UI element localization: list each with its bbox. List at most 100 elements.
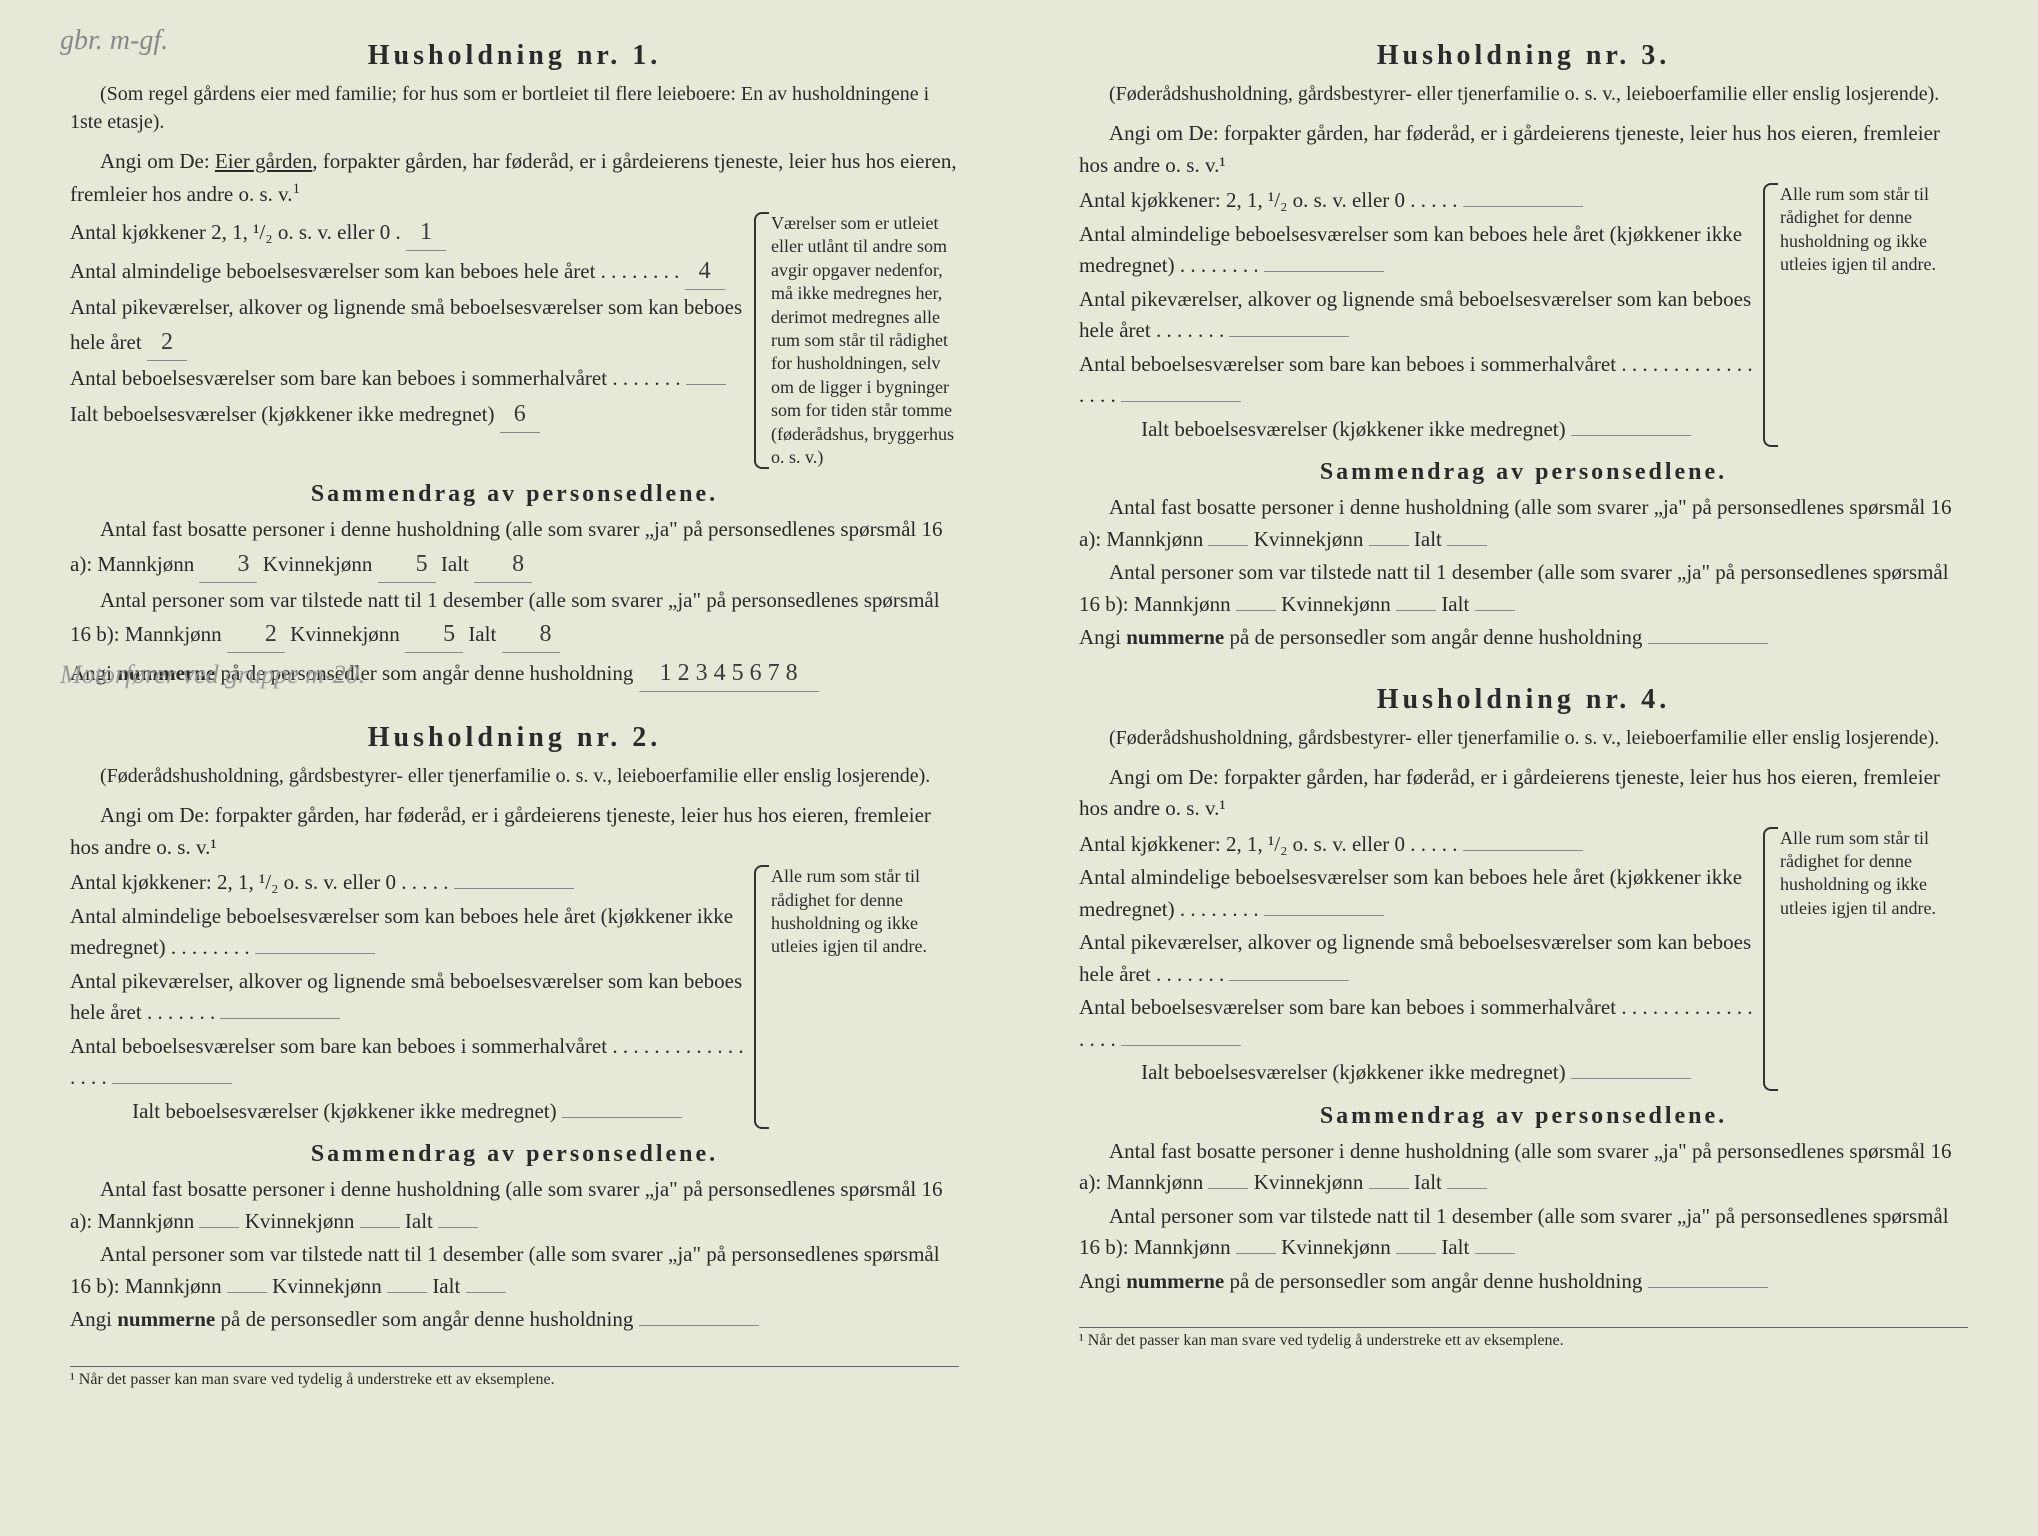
h1-alm-label: Antal almindelige beboelsesværelser som … — [70, 259, 595, 283]
h1-pike: Antal pikeværelser, alkover og lignende … — [70, 292, 744, 361]
h1-ialt-val: 6 — [500, 396, 540, 433]
h1-ialt16b: 8 — [502, 616, 560, 653]
h3-tilstede-label: Antal personer som var tilstede natt til… — [1079, 560, 1949, 616]
handwritten-top: gbr. m-gf. — [60, 25, 168, 57]
h2-left-col: Antal kjøkkener: 2, 1, ¹/₂ o. s. v. elle… — [70, 865, 744, 1129]
h3-ialt-val — [1571, 435, 1691, 436]
right-page: Husholdning nr. 3. (Føderådshusholdning,… — [1049, 20, 1998, 1516]
h4-note-text: Alle rum som står til rådighet for denne… — [1780, 828, 1936, 918]
h1-kv-label: Kvinnekjønn — [263, 552, 373, 576]
h1-sommer: Antal beboelsesværelser som bare kan beb… — [70, 363, 744, 395]
h2-kv-label: Kvinnekjønn — [245, 1209, 355, 1233]
h2-sommer-val — [112, 1083, 232, 1084]
h1-pike-val: 2 — [147, 324, 187, 361]
h4-kjokken: Antal kjøkkener: 2, 1, ¹/₂ o. s. v. elle… — [1079, 829, 1753, 861]
h3-kv16b — [1396, 610, 1436, 611]
left-page: gbr. m-gf. Husholdning nr. 1. (Som regel… — [40, 20, 989, 1516]
h2-ialt-label2: Ialt — [405, 1209, 433, 1233]
h1-kjokken-label: Antal kjøkkener 2, 1, ¹/₂ o. s. v. eller… — [70, 220, 390, 244]
h2-alm-label: Antal almindelige beboelsesværelser som … — [70, 904, 733, 960]
h2-pike: Antal pikeværelser, alkover og lignende … — [70, 966, 744, 1029]
h1-fast: Antal fast bosatte personer i denne hush… — [70, 514, 959, 583]
h4-tilstede: Antal personer som var tilstede natt til… — [1079, 1201, 1968, 1264]
h1-columns: Antal kjøkkener 2, 1, ¹/₂ o. s. v. eller… — [70, 212, 959, 469]
h4-nummer-label: Angi nummerne på de personsedler som ang… — [1079, 1269, 1642, 1293]
h1-underlined: Eier gården — [215, 149, 312, 173]
h1-ialt-label3: Ialt — [468, 622, 496, 646]
h1-subtitle: (Som regel gårdens eier med familie; for… — [70, 80, 959, 136]
household-1: Husholdning nr. 1. (Som regel gårdens ei… — [70, 40, 959, 692]
h2-right-note: Alle rum som står til rådighet for denne… — [759, 865, 959, 1129]
h3-subtitle: (Føderådshusholdning, gårdsbestyrer- ell… — [1079, 80, 1968, 108]
h1-mann16a: 3 — [199, 546, 257, 583]
h4-fast: Antal fast bosatte personer i denne hush… — [1079, 1136, 1968, 1199]
h2-pike-label: Antal pikeværelser, alkover og lignende … — [70, 969, 742, 1025]
h4-kv-label: Kvinnekjønn — [1254, 1170, 1364, 1194]
h4-mann16b — [1236, 1253, 1276, 1254]
h2-columns: Antal kjøkkener: 2, 1, ¹/₂ o. s. v. elle… — [70, 865, 959, 1129]
h3-note-text: Alle rum som står til rådighet for denne… — [1780, 184, 1936, 274]
h3-ialt-label: Ialt beboelsesværelser (kjøkkener ikke m… — [1141, 417, 1566, 441]
h4-nummer-val — [1648, 1287, 1768, 1288]
h1-angi-prefix: Angi om De: — [100, 149, 215, 173]
h2-nummer-val — [639, 1325, 759, 1326]
h4-sommer-label: Antal beboelsesværelser som bare kan beb… — [1079, 995, 1616, 1019]
h1-kv16b: 5 — [405, 616, 463, 653]
h2-angiom: Angi om De: forpakter gården, har føderå… — [70, 800, 959, 863]
h4-angiom: Angi om De: forpakter gården, har føderå… — [1079, 762, 1968, 825]
h1-angiom: Angi om De: Eier gården, forpakter gårde… — [70, 146, 959, 210]
h3-nummer: Angi nummerne på de personsedler som ang… — [1079, 622, 1968, 654]
h1-sommer-val — [686, 384, 726, 385]
h4-alm-label: Antal almindelige beboelsesværelser som … — [1079, 865, 1742, 921]
h1-kjokken-val: 1 — [406, 214, 446, 251]
h3-sommer-val — [1121, 401, 1241, 402]
h3-sommer-label: Antal beboelsesværelser som bare kan beb… — [1079, 352, 1616, 376]
h4-tilstede-label: Antal personer som var tilstede natt til… — [1079, 1204, 1949, 1260]
h4-alm: Antal almindelige beboelsesværelser som … — [1079, 862, 1753, 925]
h4-columns: Antal kjøkkener: 2, 1, ¹/₂ o. s. v. elle… — [1079, 827, 1968, 1091]
h3-pike-label: Antal pikeværelser, alkover og lignende … — [1079, 287, 1751, 343]
h1-kjokken: Antal kjøkkener 2, 1, ¹/₂ o. s. v. eller… — [70, 214, 744, 251]
h4-kv-label2: Kvinnekjønn — [1281, 1235, 1391, 1259]
h2-alm-val — [255, 953, 375, 954]
h2-summary-title: Sammendrag av personsedlene. — [70, 1141, 959, 1168]
h1-nummer-val: 1 2 3 4 5 6 7 8 — [639, 655, 819, 692]
h2-nummer-label: Angi nummerne på de personsedler som ang… — [70, 1307, 633, 1331]
h3-right-note: Alle rum som står til rådighet for denne… — [1768, 183, 1968, 447]
h3-alm-val — [1264, 271, 1384, 272]
h2-fast-label: Antal fast bosatte personer i denne hush… — [70, 1177, 943, 1233]
h4-pike-label: Antal pikeværelser, alkover og lignende … — [1079, 930, 1751, 986]
h1-ialt-label: Ialt beboelsesværelser (kjøkkener ikke m… — [70, 402, 495, 426]
h1-tilstede: Antal personer som var tilstede natt til… — [70, 585, 959, 654]
h2-mann16b — [227, 1292, 267, 1293]
h2-kjokken-label: Antal kjøkkener: 2, 1, ¹/₂ o. s. v. elle… — [70, 870, 396, 894]
h3-ialt: Ialt beboelsesværelser (kjøkkener ikke m… — [1079, 414, 1753, 446]
h2-ialt16b — [466, 1292, 506, 1293]
h4-subtitle: (Føderådshusholdning, gårdsbestyrer- ell… — [1079, 724, 1968, 752]
h3-kv-label: Kvinnekjønn — [1254, 527, 1364, 551]
h2-sommer: Antal beboelsesværelser som bare kan beb… — [70, 1031, 744, 1094]
h2-tilstede-label: Antal personer som var tilstede natt til… — [70, 1242, 940, 1298]
h3-ialt16a — [1447, 545, 1487, 546]
h4-fast-label: Antal fast bosatte personer i denne hush… — [1079, 1139, 1952, 1195]
h4-summary-title: Sammendrag av personsedlene. — [1079, 1103, 1968, 1130]
h4-sommer: Antal beboelsesværelser som bare kan beb… — [1079, 992, 1753, 1055]
h2-ialt-val — [562, 1117, 682, 1118]
h2-kjokken-val — [454, 888, 574, 889]
h4-kv16b — [1396, 1253, 1436, 1254]
brace-icon — [1763, 183, 1778, 447]
h2-ialt: Ialt beboelsesværelser (kjøkkener ikke m… — [70, 1096, 744, 1128]
h4-title: Husholdning nr. 4. — [1079, 684, 1968, 716]
household-4: Husholdning nr. 4. (Føderådshusholdning,… — [1079, 684, 1968, 1298]
h3-fast: Antal fast bosatte personer i denne hush… — [1079, 492, 1968, 555]
h4-left-col: Antal kjøkkener: 2, 1, ¹/₂ o. s. v. elle… — [1079, 827, 1753, 1091]
h3-title: Husholdning nr. 3. — [1079, 40, 1968, 72]
h1-alm: Antal almindelige beboelsesværelser som … — [70, 253, 744, 290]
h1-title: Husholdning nr. 1. — [70, 40, 959, 72]
h4-sommer-val — [1121, 1045, 1241, 1046]
document-spread: gbr. m-gf. Husholdning nr. 1. (Som regel… — [40, 20, 1998, 1516]
h4-kjokken-label: Antal kjøkkener: 2, 1, ¹/₂ o. s. v. elle… — [1079, 832, 1405, 856]
h2-subtitle: (Føderådshusholdning, gårdsbestyrer- ell… — [70, 762, 959, 790]
footnote-right: ¹ Når det passer kan man svare ved tydel… — [1079, 1327, 1968, 1350]
h3-sommer: Antal beboelsesværelser som bare kan beb… — [1079, 349, 1753, 412]
